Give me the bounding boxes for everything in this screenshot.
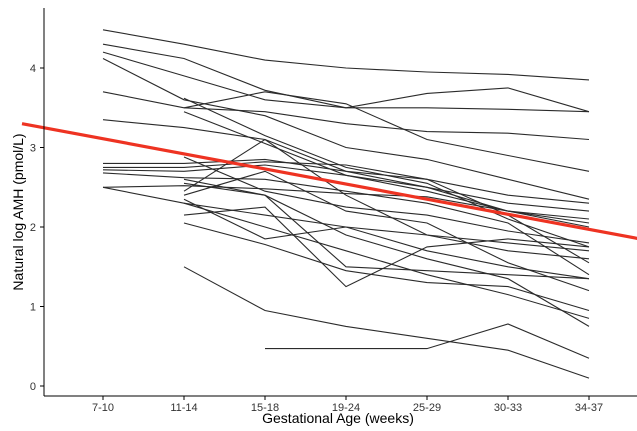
y-axis-title: Natural log AMH (pmol/L) — [10, 133, 26, 290]
y-tick-label: 2 — [30, 222, 36, 234]
subject-line-18 — [183, 206, 590, 288]
subject-line-21 — [183, 198, 590, 280]
subject-line-19 — [183, 222, 590, 312]
x-tick-label: 15-18 — [251, 402, 279, 414]
y-tick-label: 4 — [30, 63, 36, 75]
subject-line-13 — [102, 172, 590, 276]
y-axis-ticks: 0 1 2 3 4 — [30, 63, 44, 393]
x-tick-label: 30-33 — [494, 402, 522, 414]
x-tick-label: 7-10 — [92, 402, 114, 414]
subject-line-20 — [183, 138, 590, 260]
x-axis-ticks: 7-10 11-14 15-18 19-24 25-29 30-33 34-37 — [92, 396, 603, 414]
x-tick-label: 34-37 — [575, 402, 603, 414]
subject-line-9 — [183, 111, 590, 220]
x-axis-title: Gestational Age (weeks) — [262, 410, 414, 426]
y-tick-label: 3 — [30, 143, 36, 155]
subject-lines — [102, 29, 590, 379]
subject-line-16 — [183, 156, 590, 244]
subject-line-17 — [183, 182, 590, 280]
subject-line-25 — [183, 266, 590, 379]
subject-line-15 — [102, 186, 590, 252]
axes: 0 1 2 3 4 7-10 11-14 15-18 19-24 25-29 30-33 34-37 — [30, 8, 637, 414]
subject-line-3 — [102, 51, 590, 113]
subject-line-5 — [102, 91, 590, 141]
subject-line-1 — [102, 29, 590, 81]
x-tick-label: 19-24 — [332, 402, 360, 414]
subject-line-14 — [102, 185, 590, 224]
y-tick-label: 0 — [30, 381, 36, 393]
subject-line-7 — [183, 91, 590, 172]
subject-line-4 — [102, 58, 590, 200]
y-tick-label: 1 — [30, 302, 36, 314]
subject-line-26 — [265, 323, 590, 359]
subject-line-10 — [103, 158, 590, 204]
subject-line-22 — [183, 170, 590, 292]
trend-line — [21, 122, 637, 240]
subject-line-24 — [183, 178, 590, 327]
subject-line-23 — [183, 202, 590, 319]
x-tick-label: 11-14 — [170, 402, 197, 414]
x-tick-label: 25-29 — [413, 402, 441, 414]
subject-line-2 — [102, 43, 590, 113]
